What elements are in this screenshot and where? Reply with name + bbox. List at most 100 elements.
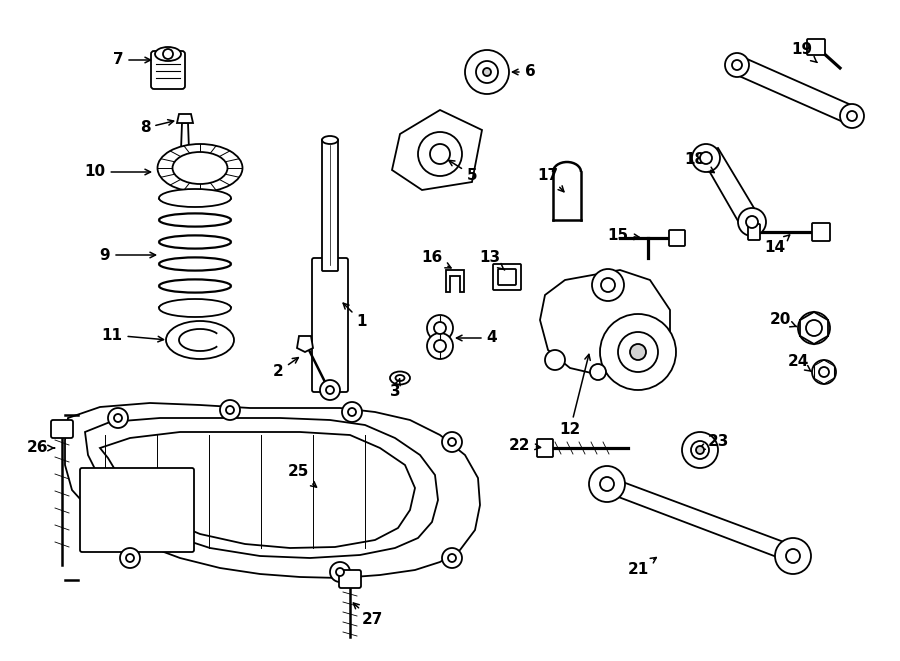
- Circle shape: [220, 400, 240, 420]
- FancyBboxPatch shape: [812, 223, 830, 241]
- Text: 8: 8: [140, 120, 174, 136]
- Circle shape: [336, 568, 344, 576]
- Polygon shape: [600, 478, 800, 562]
- Text: 23: 23: [699, 434, 729, 449]
- Polygon shape: [65, 403, 480, 578]
- FancyBboxPatch shape: [322, 139, 338, 271]
- Circle shape: [806, 320, 822, 336]
- Circle shape: [434, 340, 446, 352]
- Text: 17: 17: [537, 167, 564, 192]
- Circle shape: [163, 49, 173, 59]
- Circle shape: [618, 332, 658, 372]
- Text: 9: 9: [100, 247, 156, 262]
- Text: 14: 14: [764, 235, 789, 256]
- Text: 18: 18: [684, 153, 715, 173]
- Circle shape: [320, 380, 340, 400]
- Text: 10: 10: [85, 165, 150, 180]
- Text: 13: 13: [480, 251, 505, 270]
- Circle shape: [126, 554, 134, 562]
- Circle shape: [545, 350, 565, 370]
- Circle shape: [592, 269, 624, 301]
- Text: 19: 19: [791, 42, 817, 62]
- Text: 7: 7: [112, 52, 150, 67]
- Text: 12: 12: [560, 354, 590, 438]
- Circle shape: [600, 477, 614, 491]
- Circle shape: [434, 322, 446, 334]
- FancyBboxPatch shape: [80, 468, 194, 552]
- Text: 20: 20: [770, 313, 796, 327]
- Circle shape: [326, 386, 334, 394]
- Ellipse shape: [173, 152, 228, 184]
- Circle shape: [696, 446, 704, 454]
- Text: 4: 4: [456, 330, 498, 346]
- Ellipse shape: [395, 375, 404, 381]
- Circle shape: [330, 562, 350, 582]
- Text: 25: 25: [287, 465, 317, 487]
- Polygon shape: [181, 123, 189, 150]
- Circle shape: [476, 61, 498, 83]
- Polygon shape: [446, 270, 464, 292]
- Circle shape: [725, 53, 749, 77]
- Circle shape: [692, 144, 720, 172]
- Ellipse shape: [322, 136, 338, 144]
- FancyBboxPatch shape: [537, 439, 553, 457]
- Circle shape: [430, 144, 450, 164]
- Circle shape: [442, 432, 462, 452]
- FancyBboxPatch shape: [312, 258, 348, 392]
- Polygon shape: [297, 336, 313, 352]
- Circle shape: [226, 406, 234, 414]
- Circle shape: [448, 554, 456, 562]
- Circle shape: [342, 402, 362, 422]
- Circle shape: [448, 438, 456, 446]
- FancyBboxPatch shape: [339, 570, 361, 588]
- Ellipse shape: [158, 144, 242, 192]
- Circle shape: [590, 364, 606, 380]
- Polygon shape: [730, 55, 858, 125]
- Circle shape: [427, 315, 453, 341]
- Circle shape: [589, 466, 625, 502]
- Text: 21: 21: [627, 557, 656, 578]
- Text: 6: 6: [512, 65, 535, 79]
- Circle shape: [738, 208, 766, 236]
- Ellipse shape: [166, 321, 234, 359]
- Text: 26: 26: [27, 440, 54, 455]
- FancyBboxPatch shape: [498, 269, 516, 285]
- FancyBboxPatch shape: [493, 264, 521, 290]
- Text: 24: 24: [788, 354, 812, 371]
- Text: 22: 22: [509, 438, 541, 453]
- Circle shape: [348, 408, 356, 416]
- FancyBboxPatch shape: [669, 230, 685, 246]
- Circle shape: [682, 432, 718, 468]
- Circle shape: [601, 278, 615, 292]
- Text: 3: 3: [390, 379, 400, 399]
- Ellipse shape: [390, 371, 410, 385]
- Circle shape: [840, 104, 864, 128]
- Ellipse shape: [155, 47, 181, 61]
- Circle shape: [465, 50, 509, 94]
- FancyBboxPatch shape: [51, 420, 73, 438]
- Polygon shape: [700, 148, 760, 228]
- Circle shape: [819, 367, 829, 377]
- Circle shape: [442, 548, 462, 568]
- Polygon shape: [392, 110, 482, 190]
- Circle shape: [746, 216, 758, 228]
- Circle shape: [427, 333, 453, 359]
- Text: 5: 5: [449, 161, 477, 182]
- Text: 27: 27: [354, 603, 382, 627]
- Ellipse shape: [159, 189, 231, 207]
- Circle shape: [120, 548, 140, 568]
- Circle shape: [775, 538, 811, 574]
- Text: 1: 1: [343, 303, 367, 329]
- Circle shape: [732, 60, 742, 70]
- Circle shape: [600, 314, 676, 390]
- Circle shape: [786, 549, 800, 563]
- Circle shape: [418, 132, 462, 176]
- Text: 16: 16: [421, 251, 451, 268]
- Circle shape: [691, 441, 709, 459]
- Text: 15: 15: [608, 227, 640, 243]
- Polygon shape: [540, 270, 670, 375]
- Circle shape: [700, 152, 712, 164]
- Polygon shape: [177, 114, 193, 123]
- Circle shape: [483, 68, 491, 76]
- Circle shape: [847, 111, 857, 121]
